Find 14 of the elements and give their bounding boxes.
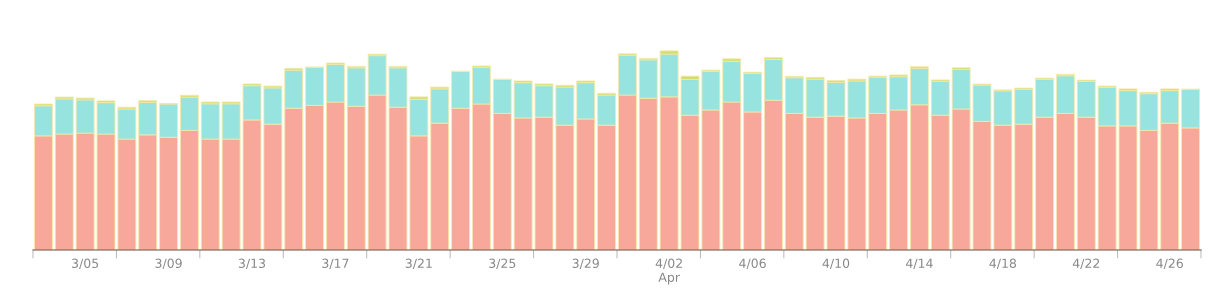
x-tick-label: 4/22 [1072, 258, 1100, 269]
x-tick-label: 4/02 Apr [655, 258, 682, 285]
x-tick-label: 3/05 [72, 258, 99, 269]
x-tick-label: 3/09 [155, 258, 182, 269]
x-tick-label: 4/06 [739, 258, 766, 269]
x-tick-label: 4/10 [822, 258, 850, 269]
x-tick-label: 3/29 [572, 258, 599, 269]
x-tick-label: 3/17 [322, 258, 349, 269]
x-tick-label: 3/21 [405, 258, 432, 269]
x-tick-label: 3/25 [489, 258, 516, 269]
x-tick-label: 3/13 [238, 258, 266, 269]
x-tick-label: 4/18 [989, 258, 1017, 269]
x-tick-label: 4/26 [1156, 258, 1183, 269]
x-tick-label: 4/14 [906, 258, 933, 269]
